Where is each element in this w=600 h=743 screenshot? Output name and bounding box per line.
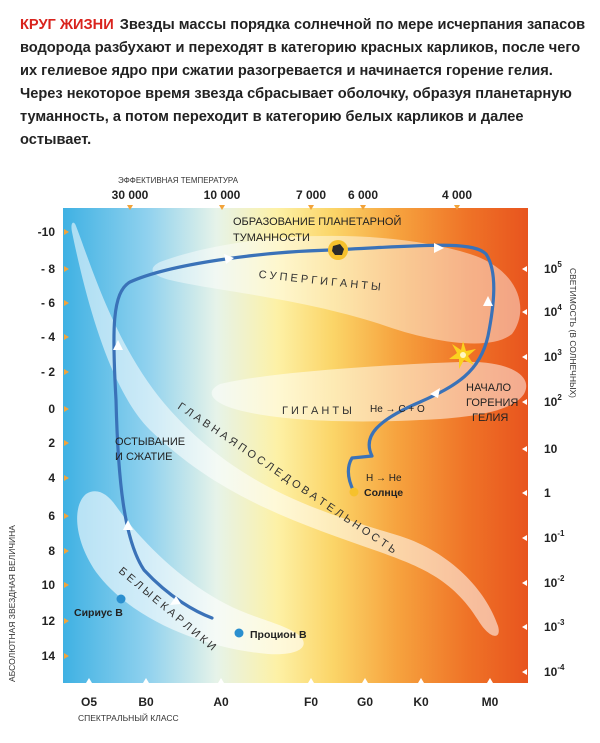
left-axis-title: АБСОЛЮТНАЯ ЗВЕЗДНАЯ ВЕЛИЧИНА <box>7 525 17 682</box>
evolution-track <box>112 243 496 620</box>
procyon-b-marker <box>234 628 244 638</box>
top-tick: 30 000 <box>112 188 149 202</box>
sun-marker <box>349 487 359 497</box>
right-axis-title: СВЕТИМОСТЬ (В СОЛНЕЧНЫХ) <box>568 268 578 398</box>
right-tick-marks <box>522 266 527 675</box>
giant-band <box>211 361 527 422</box>
procyon-b-label: Процион В <box>250 629 307 641</box>
left-tick: 2 <box>48 436 55 450</box>
sun-label: Солнце <box>364 487 403 499</box>
right-tick: 10 <box>544 442 558 456</box>
right-tick: 10-1 <box>544 529 565 545</box>
helium-flash-icon <box>449 341 476 369</box>
top-tick-marks <box>127 205 460 210</box>
right-tick: 104 <box>544 303 562 319</box>
helium-start-label: НАЧАЛО ГОРЕНИЯ ГЕЛИЯ <box>466 382 521 424</box>
track-path <box>112 243 496 620</box>
left-tick: 4 <box>48 471 55 485</box>
left-tick: 6 <box>48 509 55 523</box>
top-ticks: 30 000 10 000 7 000 6 000 4 000 <box>112 188 473 202</box>
he-co-label: He → C + O <box>370 404 425 415</box>
white-dwarf-band <box>77 491 304 655</box>
bottom-tick-marks <box>86 678 493 683</box>
planetary-nebula-icon <box>328 240 348 260</box>
left-tick: -10 <box>38 225 56 239</box>
left-tick: 14 <box>42 649 56 663</box>
track-arrows <box>113 243 493 605</box>
left-tick-marks <box>64 229 69 659</box>
nebula-label: ОБРАЗОВАНИЕ ПЛАНЕТАРНОЙ ТУМАННОСТИ <box>233 215 404 244</box>
right-tick: 105 <box>544 260 562 276</box>
bottom-tick: M0 <box>482 695 499 709</box>
left-tick: - 6 <box>41 296 55 310</box>
right-tick: 103 <box>544 348 562 364</box>
giants-label: Г И Г А Н Т Ы <box>282 405 352 417</box>
top-tick: 7 000 <box>296 188 326 202</box>
right-tick: 1 <box>544 486 551 500</box>
caption-heading: КРУГ ЖИЗНИ <box>20 17 114 33</box>
top-tick: 6 000 <box>348 188 378 202</box>
left-tick: 12 <box>42 614 56 628</box>
bottom-tick: F0 <box>304 695 318 709</box>
top-axis-title: ЭФФЕКТИВНАЯ ТЕМПЕРАТУРА <box>118 175 238 185</box>
right-tick: 102 <box>544 393 562 409</box>
bottom-tick: G0 <box>357 695 373 709</box>
bottom-tick: A0 <box>213 695 229 709</box>
right-tick: 10-4 <box>544 663 565 679</box>
left-tick: 10 <box>42 578 56 592</box>
caption-text: Звезды массы порядка солнечной по мере и… <box>20 17 586 148</box>
bottom-ticks: O5 B0 A0 F0 G0 K0 M0 <box>81 695 499 709</box>
right-tick: 10-3 <box>544 618 565 634</box>
sirius-b-marker <box>116 594 126 604</box>
bottom-axis-title: СПЕКТРАЛЬНЫЙ КЛАСС <box>78 712 179 723</box>
bottom-tick: O5 <box>81 695 97 709</box>
top-tick: 4 000 <box>442 188 472 202</box>
top-tick: 10 000 <box>204 188 241 202</box>
left-tick: 8 <box>48 544 55 558</box>
left-tick: 0 <box>48 402 55 416</box>
left-tick: - 8 <box>41 262 55 276</box>
caption: КРУГ ЖИЗНИ Звезды массы порядка солнечной… <box>20 14 586 152</box>
main-sequence-band <box>71 222 499 636</box>
left-tick: - 4 <box>41 330 55 344</box>
left-tick: - 2 <box>41 365 55 379</box>
h-he-label: H → He <box>366 473 402 484</box>
right-tick: 10-2 <box>544 574 565 590</box>
bottom-tick: B0 <box>138 695 154 709</box>
sirius-b-label: Сириус В <box>74 607 123 619</box>
cooling-label: ОСТЫВАНИЕ И СЖАТИЕ <box>115 436 188 463</box>
right-ticks: 105 104 103 102 10 1 10-1 10-2 10-3 10-4 <box>544 260 565 679</box>
hr-diagram: ЭФФЕКТИВНАЯ ТЕМПЕРАТУРА АБСОЛЮТНАЯ ЗВЕЗД… <box>7 175 578 723</box>
bottom-tick: K0 <box>413 695 429 709</box>
supergiant-band <box>152 235 521 344</box>
left-ticks: -10 - 8 - 6 - 4 - 2 0 2 4 6 8 10 12 14 <box>38 225 56 663</box>
